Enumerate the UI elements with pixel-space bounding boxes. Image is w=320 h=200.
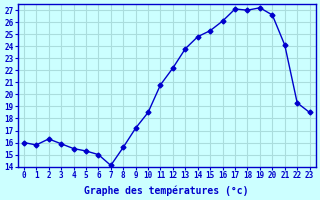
X-axis label: Graphe des températures (°c): Graphe des températures (°c) [84,185,249,196]
